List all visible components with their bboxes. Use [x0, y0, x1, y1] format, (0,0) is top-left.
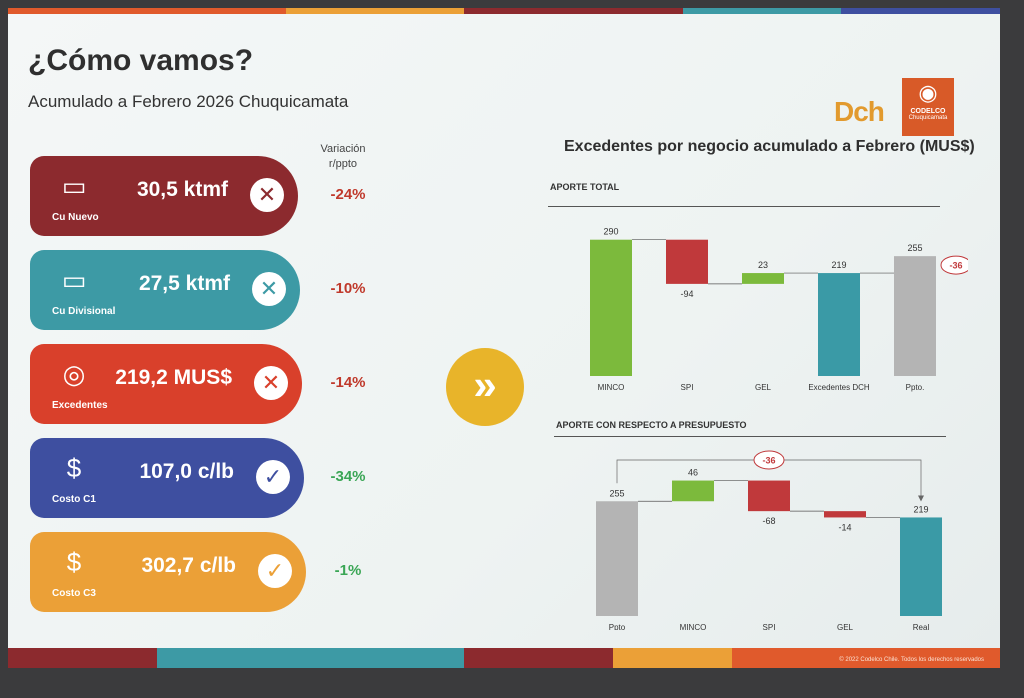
cross-icon: ✕ — [254, 366, 288, 400]
category-label: MINCO — [680, 623, 707, 630]
chart-bar — [818, 273, 860, 376]
annotation-badge — [753, 450, 785, 470]
data-label: 255 — [907, 243, 922, 253]
waterfall-chart-total: 290 MINCO -94 SPI 23 GEL 219 Excedentes DCH 255 P… — [590, 227, 968, 392]
data-label: -94 — [680, 289, 693, 299]
annotation-text: -36 — [762, 456, 775, 466]
dch-logo: Dch — [834, 96, 885, 127]
codelco-mark-icon: ◉ — [918, 80, 938, 105]
category-label: Real — [913, 623, 930, 630]
chart-bar — [672, 480, 714, 502]
kpi-card: $ Costo C1 107,0 c/lb ✓ — [30, 438, 304, 518]
category-label: SPI — [763, 623, 776, 630]
check-icon: ✓ — [256, 460, 290, 494]
kpi-variation: -24% — [330, 186, 366, 203]
section-divider — [554, 436, 946, 437]
data-label: -68 — [762, 516, 775, 526]
bottom-color-bar — [8, 648, 1000, 668]
category-label: Excedentes DCH — [808, 383, 870, 392]
chart-bar — [742, 273, 784, 284]
kpi-label: Cu Nuevo — [52, 212, 99, 223]
category-label: GEL — [837, 623, 854, 630]
cross-icon: ✕ — [252, 272, 286, 306]
kpi-value: 219,2 MUS$ — [115, 366, 232, 389]
annotation-text: -36 — [949, 261, 962, 271]
kpi-value: 27,5 ktmf — [138, 272, 230, 295]
variation-header: Variación r/ppto — [320, 143, 366, 170]
top-color-bar — [8, 8, 1000, 14]
folder-icon: ▭ — [61, 265, 87, 295]
chart-bar — [666, 239, 708, 284]
data-label: 290 — [603, 227, 618, 237]
dollar-coin-icon: $ — [66, 547, 82, 577]
chart-bar — [900, 517, 942, 616]
waterfall-chart-budget: 255 Ppto 46 MINCO -68 SPI -14 GEL 219 Real -36 — [596, 450, 942, 630]
kpi-value: 107,0 c/lb — [139, 460, 234, 483]
data-label: 219 — [831, 260, 846, 270]
kpi-label: Excedentes — [52, 400, 108, 411]
category-label: Ppto — [609, 623, 626, 630]
chart-bar — [590, 239, 632, 376]
folder-icon: ▭ — [61, 171, 87, 201]
data-label: -14 — [838, 522, 851, 532]
kpi-variation: -1% — [334, 562, 362, 579]
cross-icon: ✕ — [250, 178, 284, 212]
section-divider — [548, 206, 940, 207]
kpi-variation: -34% — [330, 468, 366, 485]
chart-bar — [894, 256, 936, 376]
kpi-value: 302,7 c/lb — [141, 554, 236, 577]
data-label: 219 — [913, 504, 928, 514]
category-label: SPI — [681, 383, 694, 392]
kpi-value: 30,5 ktmf — [136, 178, 228, 201]
chart-bar — [748, 480, 790, 512]
codelco-logo: ◉ CODELCO Chuquicamata — [902, 78, 954, 136]
kpi-label: Costo C3 — [52, 588, 96, 599]
category-label: Ppto. — [906, 383, 925, 392]
section-title-total: APORTE TOTAL — [550, 182, 620, 192]
annotation-badge — [940, 255, 968, 275]
kpi-label: Costo C1 — [52, 494, 96, 505]
kpi-variation: -14% — [330, 374, 366, 391]
data-label: 255 — [609, 488, 624, 498]
dollar-coin-icon: $ — [66, 453, 82, 483]
double-chevron-right-icon[interactable]: » — [446, 348, 524, 426]
coins-icon: ◎ — [62, 359, 86, 389]
kpi-card: ▭ Cu Nuevo 30,5 ktmf ✕ — [30, 156, 298, 236]
slide: ¿Cómo vamos? Acumulado a Febrero 2026 Ch… — [8, 8, 1000, 668]
kpi-card: $ Costo C3 302,7 c/lb ✓ — [30, 532, 306, 612]
section-title-budget: APORTE CON RESPECTO A PRESUPUESTO — [556, 420, 747, 430]
data-label: 46 — [688, 468, 698, 478]
kpi-variation: -10% — [330, 280, 366, 297]
page-subtitle: Acumulado a Febrero 2026 Chuquicamata — [28, 92, 349, 111]
category-label: GEL — [755, 383, 772, 392]
copyright: © 2022 Codelco Chile. Todos los derechos… — [839, 657, 984, 663]
chart-title: Excedentes por negocio acumulado a Febre… — [564, 138, 975, 155]
kpi-label: Cu Divisional — [52, 306, 116, 317]
check-icon: ✓ — [258, 554, 292, 588]
data-label: 23 — [758, 260, 768, 270]
chart-bar — [596, 501, 638, 616]
category-label: MINCO — [598, 383, 625, 392]
kpi-card: ▭ Cu Divisional 27,5 ktmf ✕ — [30, 250, 300, 330]
chart-bar — [824, 511, 866, 518]
page-title: ¿Cómo vamos? — [28, 44, 254, 77]
logos: Dch ◉ CODELCO Chuquicamata — [830, 70, 980, 140]
arrow-down-icon — [918, 495, 924, 502]
kpi-card: ◎ Excedentes 219,2 MUS$ ✕ — [30, 344, 302, 424]
